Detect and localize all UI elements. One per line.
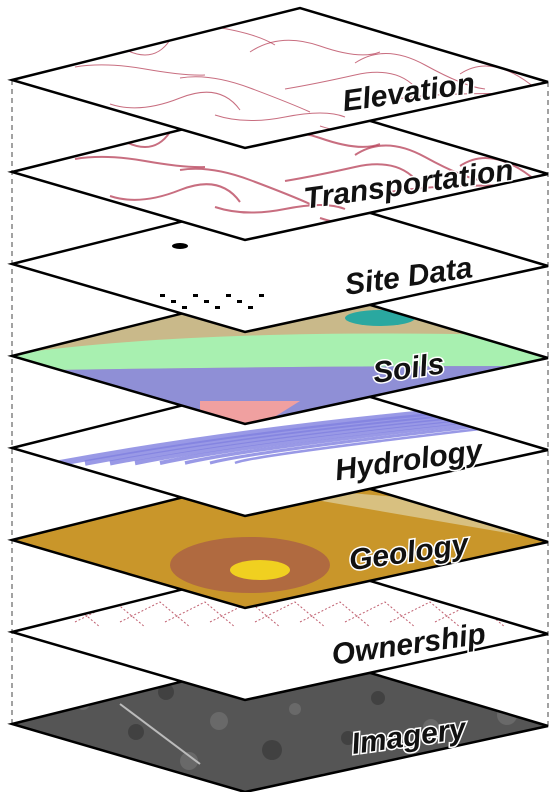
image-speckle xyxy=(475,747,493,765)
layer-outline xyxy=(7,6,549,150)
site-mark xyxy=(215,306,220,309)
map-line xyxy=(179,167,311,205)
parcel-line xyxy=(119,601,191,628)
image-speckle xyxy=(262,740,282,760)
site-mark xyxy=(259,294,264,297)
map-line xyxy=(459,157,548,196)
site-mark xyxy=(248,306,253,309)
image-speckle xyxy=(423,719,439,735)
layer-texture xyxy=(59,405,481,466)
site-mark xyxy=(204,300,209,303)
image-speckle xyxy=(445,677,463,695)
site-mark xyxy=(171,300,176,303)
map-line xyxy=(354,144,486,182)
layer-texture xyxy=(160,243,264,309)
site-mark xyxy=(182,306,187,309)
map-line xyxy=(424,11,548,41)
map-line xyxy=(74,155,206,169)
image-speckle xyxy=(180,752,198,770)
map-line xyxy=(284,163,416,182)
site-mark xyxy=(226,294,231,297)
map-line xyxy=(249,39,381,56)
site-mark xyxy=(172,243,188,249)
soil-zone xyxy=(12,333,548,371)
map-line xyxy=(424,103,548,133)
layer: Elevation xyxy=(7,6,549,150)
image-road xyxy=(119,703,201,765)
image-speckle xyxy=(158,684,174,700)
stream xyxy=(184,421,481,465)
soil-zone xyxy=(345,310,415,326)
image-speckle xyxy=(27,665,47,685)
map-line xyxy=(284,71,416,90)
image-speckle xyxy=(341,731,355,745)
stream xyxy=(159,418,481,465)
map-line xyxy=(459,65,548,104)
map-line xyxy=(354,53,486,90)
site-mark xyxy=(160,294,165,297)
image-speckle xyxy=(210,712,228,730)
map-line xyxy=(179,76,311,113)
stream xyxy=(134,414,481,466)
stream xyxy=(234,427,481,465)
image-speckle xyxy=(106,766,120,780)
layer: Soils xyxy=(7,282,549,426)
map-line xyxy=(109,91,241,111)
stream xyxy=(59,405,481,466)
site-mark xyxy=(237,300,242,303)
image-speckle xyxy=(128,724,144,740)
map-line xyxy=(494,199,548,224)
map-line xyxy=(494,108,548,132)
site-mark xyxy=(193,294,198,297)
layer: Geology xyxy=(7,466,549,610)
parcel-line xyxy=(344,601,416,628)
parcel-line xyxy=(389,601,461,628)
map-line xyxy=(109,183,241,203)
stream xyxy=(109,411,481,466)
stream xyxy=(209,424,481,465)
layer: Hydrology xyxy=(7,374,549,518)
map-line xyxy=(74,64,206,76)
geology-zone xyxy=(230,560,290,580)
parcel-line xyxy=(254,601,326,628)
image-speckle xyxy=(371,691,385,705)
stream xyxy=(84,408,481,466)
image-speckle xyxy=(289,703,301,715)
layer: Imagery xyxy=(7,650,549,792)
parcel-line xyxy=(164,601,236,628)
parcel-line xyxy=(299,601,371,628)
map-line xyxy=(214,112,346,122)
layer: Site Data xyxy=(7,190,549,334)
layers: ImageryOwnershipGeologyHydrologySoilsSit… xyxy=(7,6,549,792)
image-speckle xyxy=(393,759,409,775)
map-line xyxy=(214,204,346,214)
image-speckle xyxy=(24,668,36,680)
